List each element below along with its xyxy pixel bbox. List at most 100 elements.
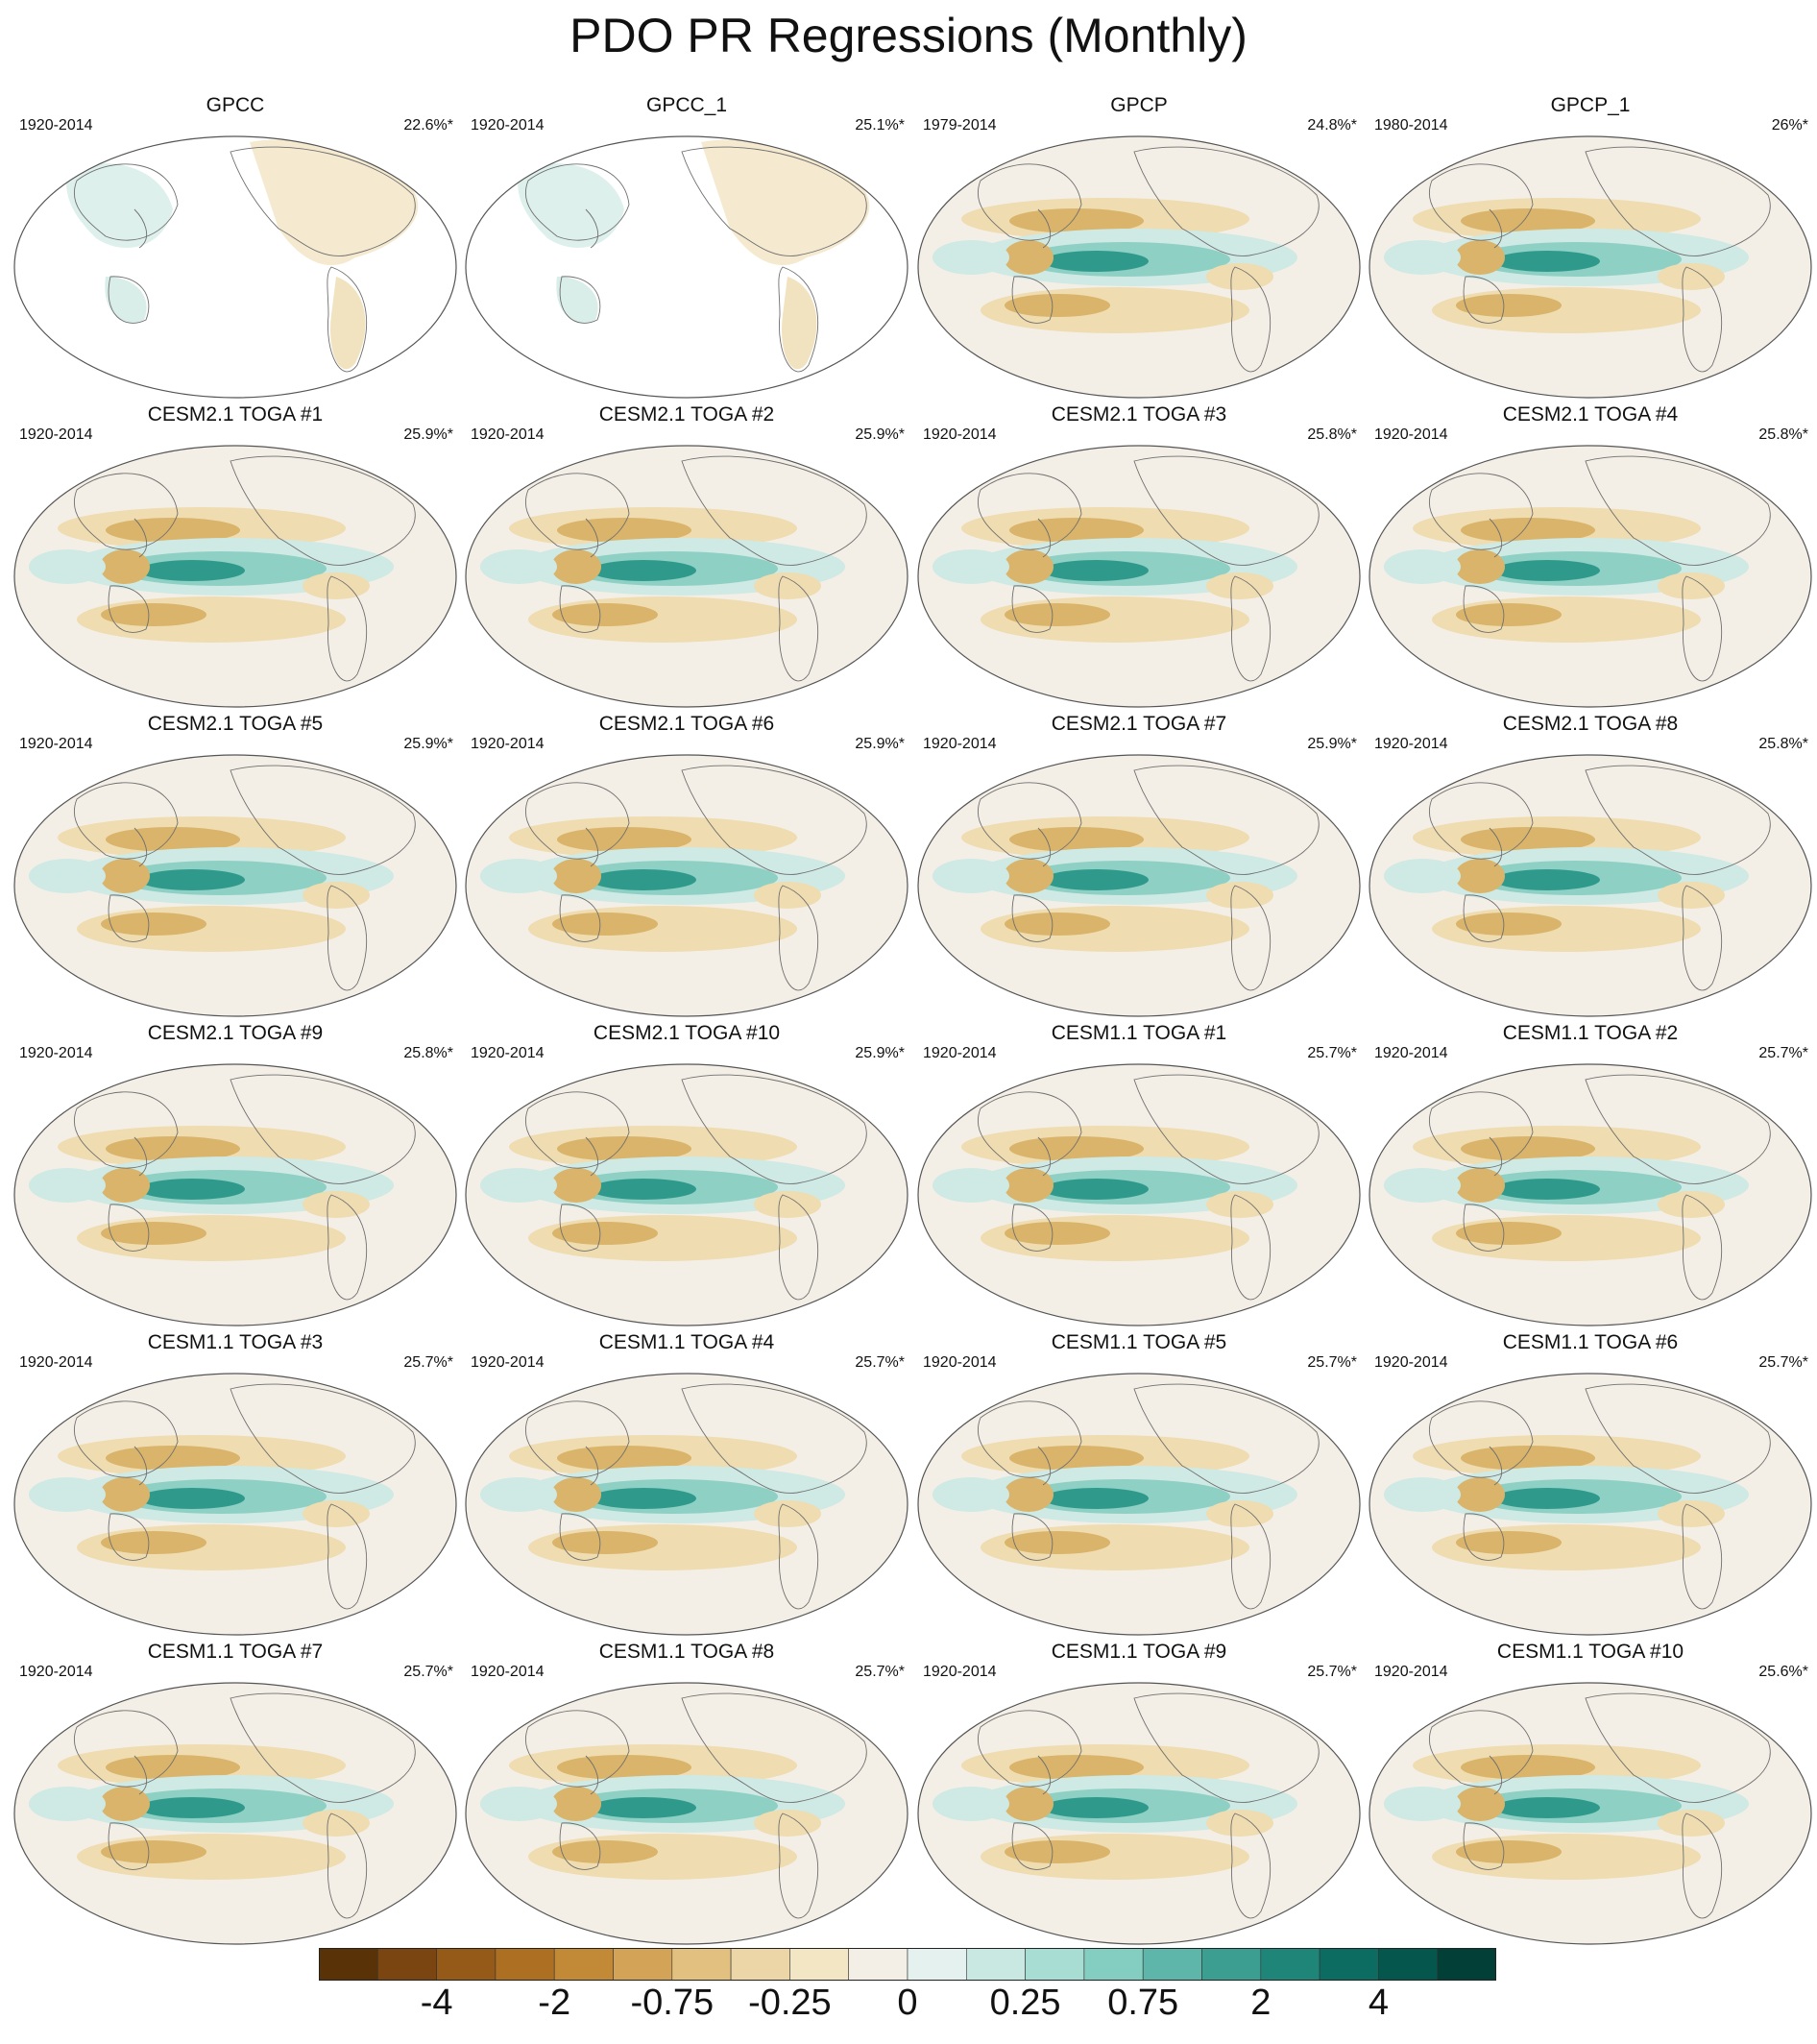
map-globe [917,135,1361,399]
colorbar-swatch [376,1948,437,1981]
panel-variance-percent: 25.7%* [403,1664,453,1680]
panel-period: 1920-2014 [19,1045,93,1061]
panel-period: 1920-2014 [471,426,545,443]
panel-title: CESM2.1 TOGA #7 [1051,713,1227,735]
map-globe [13,445,457,708]
panel-variance-percent: 25.7%* [855,1354,905,1371]
panel-period: 1920-2014 [1374,1354,1448,1371]
panel-period: 1920-2014 [1374,426,1448,443]
map-globe [917,1682,1361,1945]
panel-variance-percent: 25.9%* [1307,736,1357,752]
panel-variance-percent: 25.9%* [403,736,453,752]
map-panel: CESM2.1 TOGA #3 1920-2014 25.8%* [913,403,1365,713]
panel-period: 1920-2014 [923,426,997,443]
colorbar-swatch [1201,1948,1262,1981]
map-globe [1369,1373,1812,1636]
map-panel: CESM1.1 TOGA #2 1920-2014 25.7%* [1365,1022,1816,1331]
panel-title: CESM2.1 TOGA #1 [147,403,324,426]
map-panel: CESM1.1 TOGA #1 1920-2014 25.7%* [913,1022,1365,1331]
map-panel: CESM2.1 TOGA #9 1920-2014 25.8%* [10,1022,461,1331]
panel-title: GPCC_1 [645,94,728,116]
colorbar-tick-label: -2 [538,1983,571,2023]
map-globe [13,135,457,399]
panel-variance-percent: 25.8%* [1758,736,1808,752]
panel-variance-percent: 25.6%* [1758,1664,1808,1680]
map-globe [1369,1063,1812,1326]
map-panel: CESM2.1 TOGA #1 1920-2014 25.9%* [10,403,461,713]
map-panel: CESM2.1 TOGA #10 1920-2014 25.9%* [461,1022,912,1331]
panel-period: 1920-2014 [471,736,545,752]
panel-variance-percent: 25.9%* [855,426,905,443]
panel-period: 1980-2014 [1374,117,1448,134]
colorbar-swatch [789,1948,849,1981]
panel-period: 1920-2014 [471,1354,545,1371]
panel-variance-percent: 25.7%* [1307,1664,1357,1680]
panel-title: GPCC [206,94,265,116]
map-panel: GPCP_1 1980-2014 26%* [1365,94,1816,403]
map-panel: CESM2.1 TOGA #7 1920-2014 25.9%* [913,713,1365,1022]
panel-variance-percent: 25.8%* [1758,426,1808,443]
map-globe [917,1063,1361,1326]
map-panel: CESM1.1 TOGA #8 1920-2014 25.7%* [461,1641,912,1950]
panel-title: CESM1.1 TOGA #4 [598,1331,775,1353]
map-globe [1369,445,1812,708]
panel-period: 1920-2014 [1374,1664,1448,1680]
panel-variance-percent: 25.7%* [1307,1354,1357,1371]
panel-period: 1920-2014 [1374,736,1448,752]
panel-title: CESM1.1 TOGA #1 [1051,1022,1227,1044]
panel-title: CESM1.1 TOGA #2 [1502,1022,1679,1044]
colorbar-swatch [848,1948,908,1981]
map-globe [917,1373,1361,1636]
colorbar-swatch [671,1948,732,1981]
panel-variance-percent: 24.8%* [1307,117,1357,134]
panel-title: CESM2.1 TOGA #4 [1502,403,1679,426]
panel-variance-percent: 25.7%* [1758,1354,1808,1371]
map-globe [13,1682,457,1945]
map-panel: CESM1.1 TOGA #7 1920-2014 25.7%* [10,1641,461,1950]
panel-period: 1920-2014 [19,426,93,443]
colorbar-swatch [553,1948,614,1981]
colorbar-swatch [1083,1948,1144,1981]
panel-period: 1920-2014 [1374,1045,1448,1061]
map-panel: GPCC_1 1920-2014 25.1%* [461,94,912,403]
map-panel: GPCP 1979-2014 24.8%* [913,94,1365,403]
panel-variance-percent: 25.1%* [855,117,905,134]
panel-period: 1920-2014 [19,117,93,134]
panel-variance-percent: 22.6%* [403,117,453,134]
map-globe [1369,1682,1812,1945]
map-panel: CESM2.1 TOGA #6 1920-2014 25.9%* [461,713,912,1022]
map-panel: CESM2.1 TOGA #5 1920-2014 25.9%* [10,713,461,1022]
map-globe [917,754,1361,1017]
colorbar-swatch [436,1948,497,1981]
panel-title: CESM2.1 TOGA #2 [598,403,775,426]
map-globe [465,754,908,1017]
map-panel: CESM1.1 TOGA #10 1920-2014 25.6%* [1365,1641,1816,1950]
panel-period: 1920-2014 [471,117,545,134]
panel-period: 1920-2014 [19,736,93,752]
map-panel: CESM2.1 TOGA #2 1920-2014 25.9%* [461,403,912,713]
panel-title: CESM1.1 TOGA #5 [1051,1331,1227,1353]
map-panel: CESM2.1 TOGA #8 1920-2014 25.8%* [1365,713,1816,1022]
colorbar-swatch [613,1948,673,1981]
panel-period: 1920-2014 [923,1664,997,1680]
colorbar-tick-label: 0.25 [989,1983,1061,2023]
colorbar-tick-label: 0.75 [1107,1983,1179,2023]
panel-variance-percent: 26%* [1771,117,1808,134]
colorbar-tick-label: 0 [897,1983,918,2023]
map-globe [13,754,457,1017]
panel-period: 1920-2014 [923,1045,997,1061]
map-panel: CESM2.1 TOGA #4 1920-2014 25.8%* [1365,403,1816,713]
panel-variance-percent: 25.8%* [403,1045,453,1061]
panel-variance-percent: 25.8%* [1307,426,1357,443]
panel-period: 1920-2014 [923,1354,997,1371]
panel-period: 1920-2014 [471,1045,545,1061]
panel-title: CESM1.1 TOGA #8 [598,1641,775,1663]
map-globe [465,135,908,399]
colorbar [319,1948,1496,1981]
colorbar-swatch [1025,1948,1085,1981]
map-globe [465,1063,908,1326]
panel-variance-percent: 25.7%* [1758,1045,1808,1061]
colorbar-swatch [1319,1948,1379,1981]
colorbar-tick-label: -0.25 [748,1983,832,2023]
panel-title: CESM1.1 TOGA #6 [1502,1331,1679,1353]
